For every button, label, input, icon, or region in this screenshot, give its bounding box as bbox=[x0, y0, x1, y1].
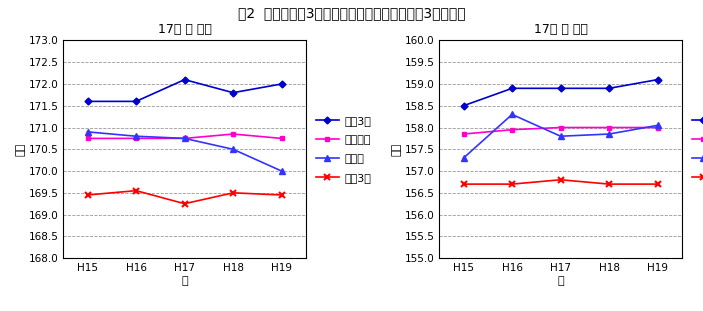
Y-axis label: 身長: 身長 bbox=[15, 143, 26, 156]
Legend: 上位3県, 全国平均, 三重県, 下位3県: 上位3県, 全国平均, 三重県, 下位3県 bbox=[692, 116, 703, 183]
下位3県 bbox=[84, 193, 92, 197]
全国平均 bbox=[556, 126, 565, 129]
全国平均 bbox=[132, 137, 141, 140]
三重県 bbox=[508, 113, 516, 116]
全国平均 bbox=[508, 128, 516, 132]
Line: 三重県: 三重県 bbox=[460, 111, 661, 161]
上位3県 bbox=[653, 78, 662, 81]
三重県 bbox=[459, 156, 467, 160]
X-axis label: 年: 年 bbox=[557, 276, 564, 286]
全国平均 bbox=[229, 132, 238, 136]
上位3県 bbox=[181, 78, 189, 81]
Title: 17歳 女 身長: 17歳 女 身長 bbox=[534, 24, 588, 36]
三重県 bbox=[84, 130, 92, 134]
上位3県 bbox=[508, 86, 516, 90]
全国平均 bbox=[459, 132, 467, 136]
Line: 三重県: 三重県 bbox=[84, 129, 285, 174]
Line: 上位3県: 上位3県 bbox=[461, 77, 660, 108]
下位3県 bbox=[278, 193, 286, 197]
下位3県 bbox=[181, 202, 189, 206]
下位3県 bbox=[459, 182, 467, 186]
下位3県 bbox=[653, 182, 662, 186]
三重県 bbox=[556, 134, 565, 138]
下位3県 bbox=[132, 189, 141, 193]
下位3県 bbox=[508, 182, 516, 186]
下位3県 bbox=[556, 178, 565, 182]
Line: 上位3県: 上位3県 bbox=[85, 77, 284, 104]
三重県 bbox=[181, 137, 189, 140]
Text: 図2  身長の上位3県、全国平均、三重県、下位3県の推移: 図2 身長の上位3県、全国平均、三重県、下位3県の推移 bbox=[238, 6, 465, 20]
三重県 bbox=[229, 147, 238, 151]
全国平均 bbox=[181, 137, 189, 140]
上位3県 bbox=[556, 86, 565, 90]
上位3県 bbox=[84, 100, 92, 103]
Line: 全国平均: 全国平均 bbox=[461, 125, 660, 137]
全国平均 bbox=[278, 137, 286, 140]
上位3県 bbox=[459, 104, 467, 108]
Y-axis label: 身長: 身長 bbox=[392, 143, 402, 156]
全国平均 bbox=[605, 126, 613, 129]
全国平均 bbox=[84, 137, 92, 140]
上位3県 bbox=[132, 100, 141, 103]
X-axis label: 年: 年 bbox=[181, 276, 188, 286]
三重県 bbox=[653, 123, 662, 127]
Title: 17歳 男 身長: 17歳 男 身長 bbox=[157, 24, 212, 36]
上位3県 bbox=[605, 86, 613, 90]
Legend: 上位3県, 全国平均, 三重県, 下位3県: 上位3県, 全国平均, 三重県, 下位3県 bbox=[316, 116, 371, 183]
下位3県 bbox=[229, 191, 238, 195]
Line: 下位3県: 下位3県 bbox=[460, 177, 661, 187]
下位3県 bbox=[605, 182, 613, 186]
三重県 bbox=[132, 134, 141, 138]
Line: 全国平均: 全国平均 bbox=[85, 132, 284, 141]
Line: 下位3県: 下位3県 bbox=[84, 188, 285, 207]
上位3県 bbox=[229, 91, 238, 95]
全国平均 bbox=[653, 126, 662, 129]
三重県 bbox=[605, 132, 613, 136]
三重県 bbox=[278, 169, 286, 173]
上位3県 bbox=[278, 82, 286, 86]
